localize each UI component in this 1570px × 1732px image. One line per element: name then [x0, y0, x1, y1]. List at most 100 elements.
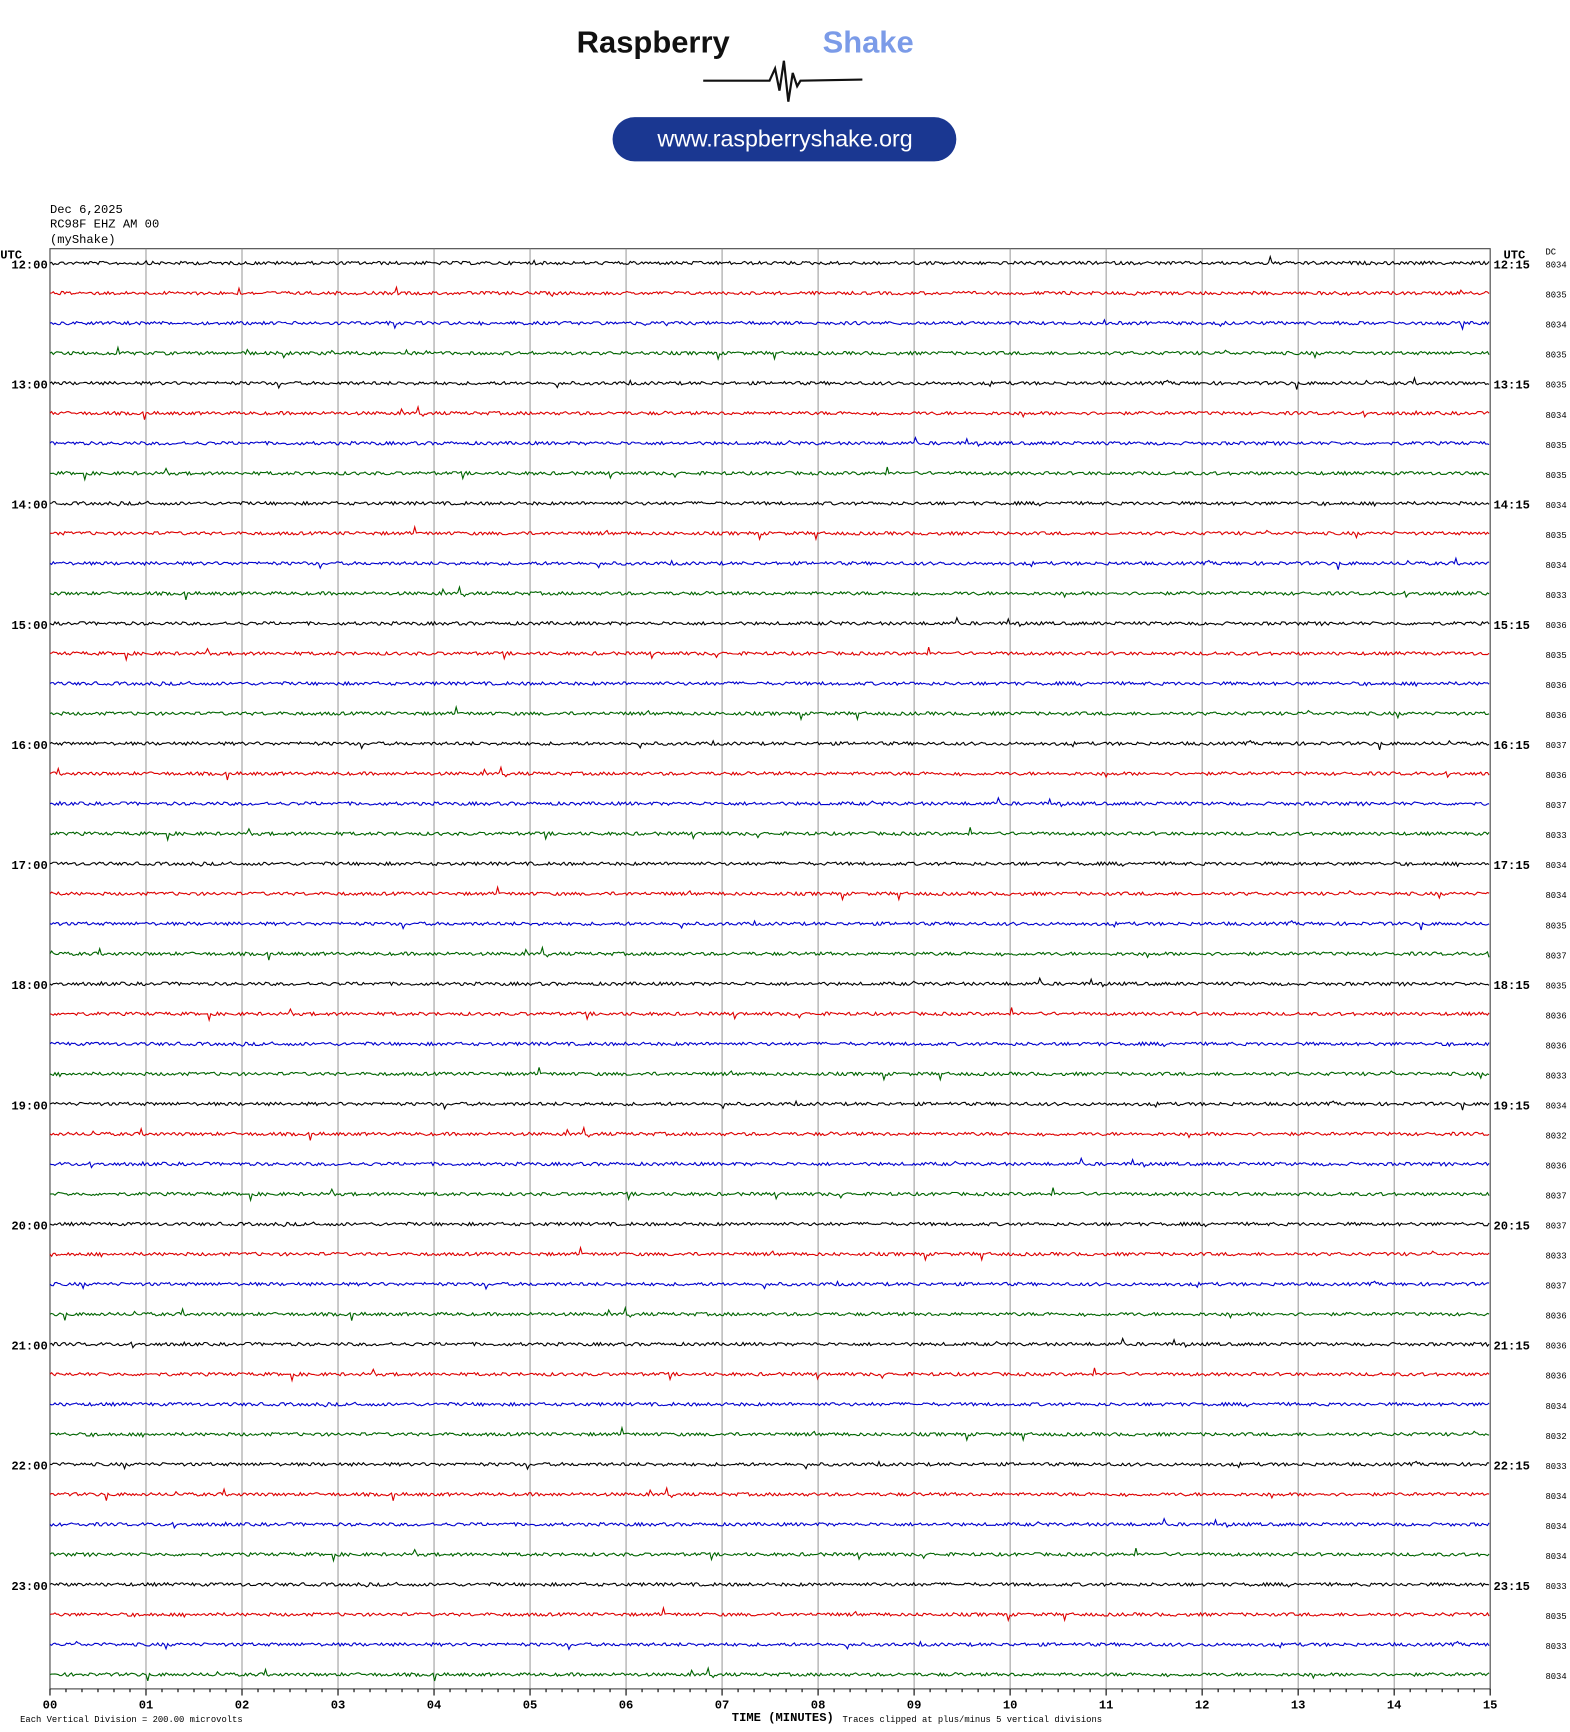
hour-label-right: 21:15: [1493, 1340, 1529, 1354]
logo-word: Raspberry: [577, 24, 731, 59]
dc-label: 8036: [1545, 621, 1566, 631]
hour-label-left: 19:00: [11, 1099, 47, 1113]
hour-label-left: 16:00: [11, 739, 47, 753]
trace: [49, 739, 1490, 750]
dc-label: 8037: [1545, 801, 1566, 811]
trace: [49, 919, 1490, 931]
dc-label: 8036: [1545, 1372, 1566, 1382]
hour-label-right: 16:15: [1493, 739, 1529, 753]
hour-label-right: 17:15: [1493, 859, 1529, 873]
date: Dec 6,2025: [50, 203, 123, 217]
dc-label: 8037: [1545, 1222, 1566, 1232]
x-tick-label: 02: [235, 1699, 250, 1713]
dc-label: 8035: [1545, 291, 1566, 301]
x-tick-label: 00: [43, 1699, 58, 1713]
hour-label-left: 15:00: [11, 619, 47, 633]
hour-label-right: 12:15: [1493, 258, 1529, 272]
trace: [49, 1581, 1490, 1588]
dc-label: 8033: [1545, 831, 1566, 841]
dc-label: 8036: [1545, 1342, 1566, 1352]
trace: [49, 345, 1490, 362]
dc-label: 8036: [1545, 771, 1566, 781]
dc-label: 8034: [1545, 1101, 1566, 1111]
frame: [49, 248, 1491, 1690]
hour-label-right: 13:15: [1493, 379, 1529, 393]
dc-label: 8035: [1545, 351, 1566, 361]
logo-word: Shake: [823, 24, 914, 59]
hour-label-right: 20:15: [1493, 1219, 1529, 1233]
dc-label: 8033: [1545, 1582, 1566, 1592]
x-tick-label: 08: [811, 1699, 826, 1713]
hour-label-left: 14:00: [11, 499, 47, 513]
clip-note: Traces clipped at plus/minus 5 vertical …: [842, 1715, 1102, 1725]
trace: [49, 945, 1490, 961]
url-pill[interactable]: [612, 117, 957, 162]
dc-label: 8034: [1545, 1402, 1566, 1412]
trace: [49, 404, 1490, 420]
dc-label: 8034: [1545, 411, 1566, 421]
url-text[interactable]: www.raspberryshake.org: [656, 125, 912, 151]
trace: [49, 466, 1490, 482]
x-tick-label: 11: [1099, 1699, 1114, 1713]
dc-label: 8034: [1545, 891, 1566, 901]
dc-label: 8034: [1545, 261, 1566, 271]
trace: [49, 376, 1490, 390]
x-tick-label: 14: [1387, 1699, 1402, 1713]
x-tick-label: 06: [619, 1699, 634, 1713]
dc-label: 8035: [1545, 381, 1566, 391]
trace: [49, 1187, 1490, 1203]
trace: [49, 1336, 1490, 1349]
dc-label: 8035: [1545, 531, 1566, 541]
logo-wave: [703, 60, 863, 102]
trace: [49, 1517, 1490, 1530]
dc-label: 8036: [1545, 711, 1566, 721]
dc-label: 8036: [1545, 1312, 1566, 1322]
dc-label: 8035: [1545, 471, 1566, 481]
dc-label: 8036: [1545, 1041, 1566, 1051]
trace: [49, 1041, 1490, 1048]
hour-label-right: 15:15: [1493, 619, 1529, 633]
hour-label-left: 20:00: [11, 1219, 47, 1233]
trace: [49, 1156, 1490, 1169]
dc-title: DC: [1545, 247, 1556, 257]
hour-label-right: 22:15: [1493, 1460, 1529, 1474]
trace: [49, 1367, 1490, 1383]
trace: [49, 585, 1490, 600]
trace: [49, 1666, 1490, 1682]
trace: [49, 680, 1490, 688]
x-tick-label: 13: [1291, 1699, 1306, 1713]
hour-label-right: 23:15: [1493, 1580, 1529, 1594]
trace: [49, 704, 1490, 722]
x-tick-label: 10: [1003, 1699, 1018, 1713]
hour-label-left: 12:00: [11, 258, 47, 272]
dc-label: 8033: [1545, 591, 1566, 601]
dc-label: 8034: [1545, 1492, 1566, 1502]
dc-label: 8034: [1545, 1522, 1566, 1532]
source: (myShake): [50, 233, 116, 247]
dc-label: 8037: [1545, 951, 1566, 961]
hour-label-left: 23:00: [11, 1580, 47, 1594]
dc-label: 8032: [1545, 1131, 1566, 1141]
trace: [49, 1460, 1490, 1471]
trace: [49, 1485, 1490, 1501]
trace: [49, 1640, 1490, 1651]
dc-label: 8034: [1545, 861, 1566, 871]
trace: [49, 556, 1490, 570]
x-axis-title: TIME (MINUTES): [732, 1711, 834, 1725]
station: RC98F EHZ AM 00: [50, 218, 159, 232]
dc-label: 8033: [1545, 1252, 1566, 1262]
x-tick-label: 07: [715, 1699, 730, 1713]
trace: [49, 860, 1490, 868]
dc-label: 8035: [1545, 651, 1566, 661]
dc-label: 8035: [1545, 981, 1566, 991]
trace: [49, 976, 1490, 988]
dc-label: 8034: [1545, 501, 1566, 511]
dc-label: 8034: [1545, 561, 1566, 571]
trace: [49, 796, 1490, 808]
trace: [49, 647, 1490, 662]
hour-label-right: 18:15: [1493, 979, 1529, 993]
dc-label: 8033: [1545, 1642, 1566, 1652]
hour-label-left: 22:00: [11, 1460, 47, 1474]
trace: [49, 1605, 1490, 1623]
x-tick-label: 09: [907, 1699, 922, 1713]
